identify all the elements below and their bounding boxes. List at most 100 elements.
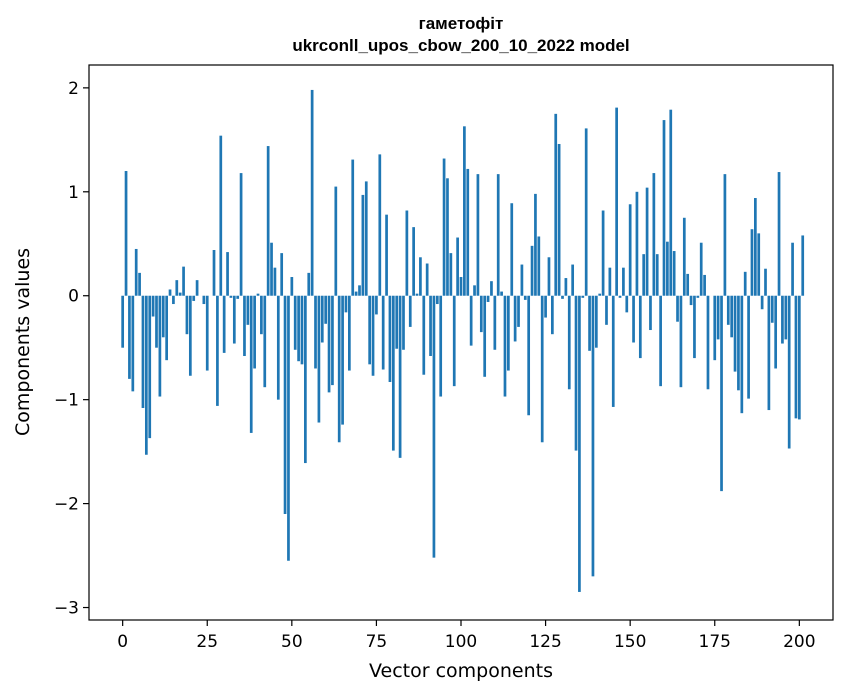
bar — [243, 295, 246, 357]
bar — [618, 295, 622, 298]
y-tick-label: 2 — [68, 79, 79, 99]
bar — [713, 295, 717, 361]
bar — [165, 295, 168, 361]
bar — [723, 174, 727, 296]
bar — [682, 217, 686, 296]
bar — [476, 174, 480, 296]
y-axis-ticks: 2 1 0 −1 −2 −3 — [54, 79, 89, 619]
bar — [649, 295, 652, 331]
bar — [412, 227, 415, 296]
bar — [801, 235, 805, 296]
bar-series — [121, 89, 805, 592]
bar — [537, 236, 541, 296]
bar — [331, 295, 334, 386]
bar — [192, 295, 196, 301]
y-axis-label: Components values — [12, 248, 34, 436]
bar — [178, 292, 182, 296]
bar — [652, 173, 656, 296]
bar — [395, 295, 399, 349]
bar — [348, 295, 351, 371]
bar — [138, 272, 141, 296]
bar — [774, 295, 778, 369]
bar — [551, 295, 554, 335]
bar — [141, 295, 145, 408]
bar — [314, 295, 317, 369]
bar — [699, 242, 703, 296]
bar — [371, 295, 375, 376]
bar — [598, 293, 602, 296]
bar — [764, 268, 767, 296]
y-tick-label: −1 — [54, 391, 79, 411]
bar — [767, 295, 771, 411]
bar — [334, 186, 338, 296]
y-tick-label: −2 — [54, 495, 79, 515]
bar — [490, 281, 493, 296]
bar — [605, 295, 608, 325]
bar — [456, 237, 459, 296]
bar — [263, 295, 267, 388]
bar — [496, 174, 500, 296]
bar — [155, 295, 158, 348]
bar — [236, 295, 240, 299]
x-tick-label: 125 — [529, 632, 561, 652]
bar — [696, 295, 700, 298]
bar — [594, 295, 598, 348]
bar — [249, 295, 253, 433]
bar — [544, 295, 547, 318]
bar — [527, 295, 531, 416]
bar — [216, 295, 219, 406]
bar — [466, 168, 470, 296]
bar — [361, 194, 365, 296]
bar — [229, 295, 233, 298]
bar — [222, 295, 226, 353]
bar — [273, 267, 277, 296]
bar — [388, 295, 392, 382]
bar — [781, 295, 784, 344]
bar — [256, 293, 260, 296]
bar — [341, 295, 344, 425]
bar — [706, 295, 710, 390]
x-tick-label: 200 — [783, 632, 815, 652]
bar — [287, 295, 290, 561]
x-tick-label: 75 — [366, 632, 388, 652]
bar — [375, 295, 378, 315]
bar — [581, 295, 585, 298]
bar — [523, 295, 527, 300]
bar — [310, 89, 314, 296]
bar — [493, 295, 497, 350]
bar — [307, 272, 311, 296]
bar — [500, 291, 503, 296]
bar — [402, 295, 405, 350]
bar — [615, 107, 618, 296]
bar — [757, 233, 761, 296]
bar — [337, 295, 341, 443]
bar — [534, 193, 537, 296]
bar — [517, 295, 520, 327]
bar — [398, 295, 402, 458]
bar — [182, 266, 185, 296]
x-tick-label: 25 — [196, 632, 218, 652]
bar — [632, 295, 635, 343]
bar — [378, 154, 382, 296]
bar — [797, 295, 801, 420]
bar — [622, 267, 625, 296]
bar — [770, 295, 774, 323]
bar — [510, 203, 514, 296]
y-tick-label: −3 — [54, 599, 79, 619]
bar — [655, 254, 659, 296]
bar — [128, 295, 131, 379]
bar — [584, 128, 588, 296]
bar — [290, 277, 294, 296]
bar — [540, 295, 544, 443]
bar — [344, 295, 348, 313]
bar — [601, 210, 605, 296]
bar — [124, 171, 128, 296]
bar — [368, 295, 372, 365]
bar — [212, 250, 216, 296]
bar — [246, 295, 250, 325]
bar — [121, 295, 125, 348]
bar — [689, 295, 693, 306]
bar — [205, 295, 209, 371]
bar — [422, 295, 426, 375]
bar — [635, 191, 639, 296]
